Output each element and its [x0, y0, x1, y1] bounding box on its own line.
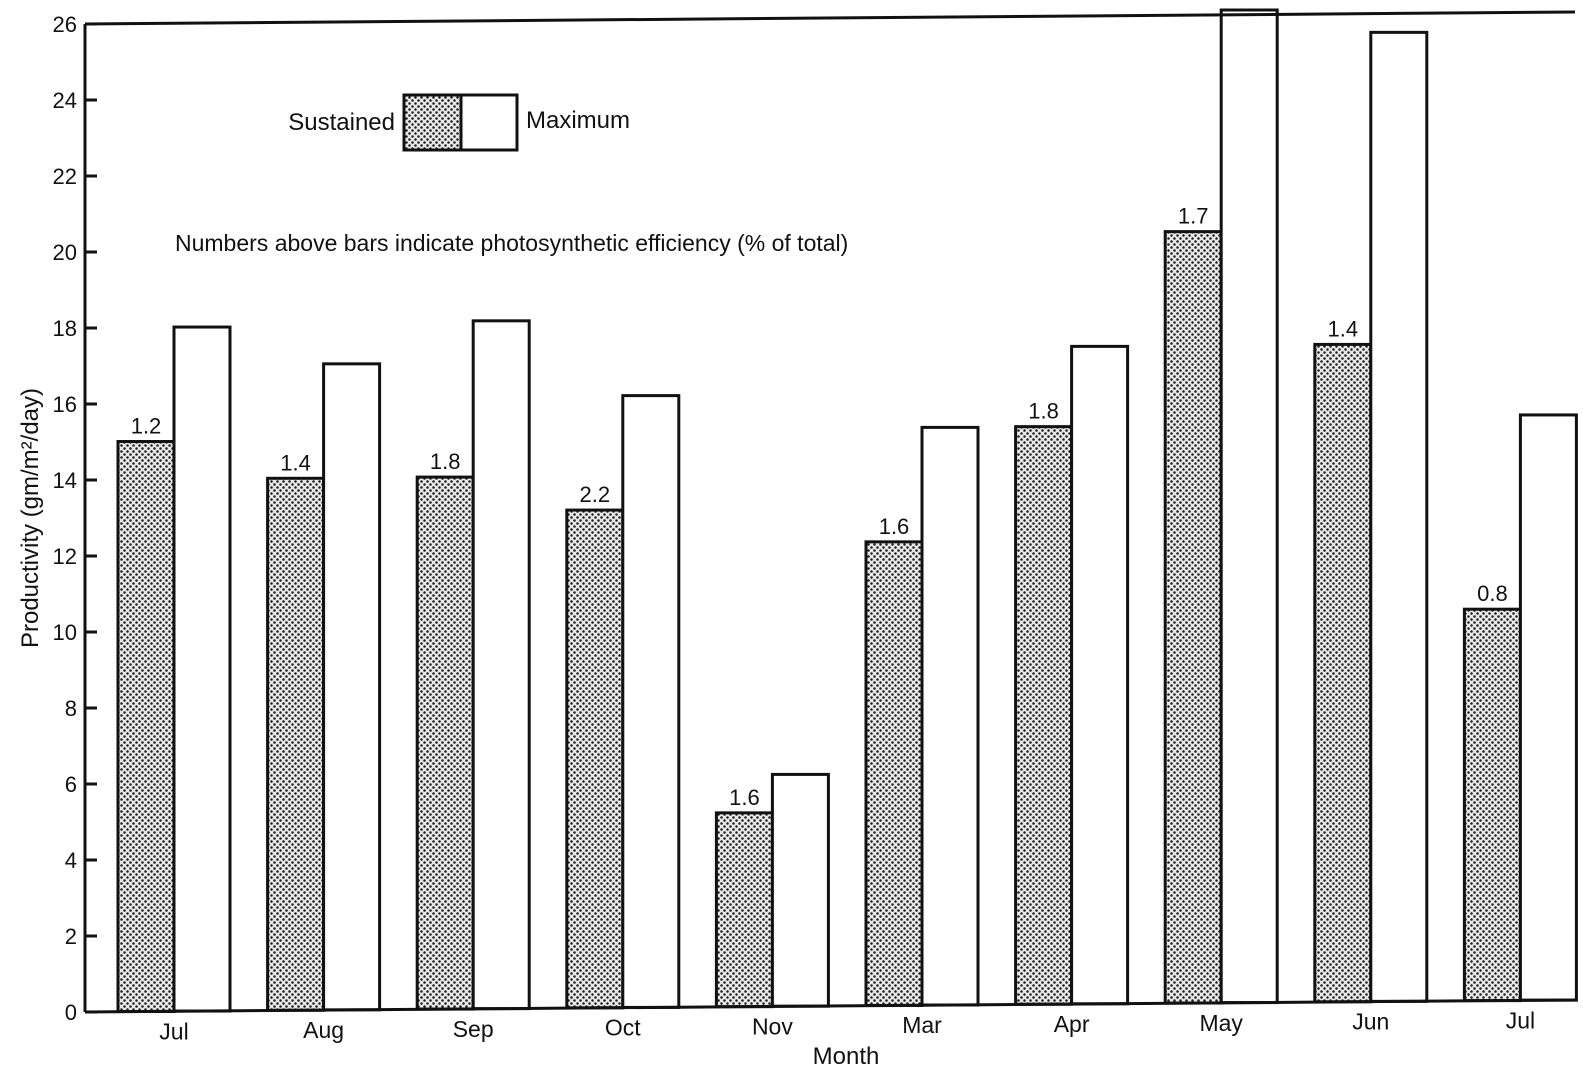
x-axis-title: Month: [813, 1043, 880, 1070]
data-label-sustained-7: 1.7: [1178, 204, 1209, 229]
chart-note: Numbers above bars indicate photosynthet…: [175, 230, 848, 256]
data-label-sustained-8: 1.4: [1328, 316, 1359, 341]
bar-sustained-3: [565, 508, 625, 1010]
x-tick-label-1: Aug: [303, 1017, 344, 1043]
y-tick-label-2: 4: [65, 848, 77, 873]
y-tick-label-6: 12: [53, 544, 77, 569]
bar-maximum-8: [1369, 30, 1429, 1003]
y-tick-label-4: 8: [65, 696, 77, 721]
y-tick-label-9: 18: [53, 316, 77, 341]
top-frame-line: [84, 10, 1576, 26]
bar-maximum-2: [471, 319, 531, 1011]
x-tick-label-4: Nov: [752, 1013, 793, 1039]
data-label-sustained-6: 1.8: [1028, 399, 1059, 424]
x-labels-group: Jul Aug Sep Oct Nov Mar Apr May Jun Jul: [159, 1007, 1535, 1044]
bar-maximum-7: [1219, 8, 1279, 1005]
x-tick-label-3: Oct: [605, 1015, 641, 1041]
bar-maximum-4: [770, 772, 830, 1008]
data-label-sustained-1: 1.4: [280, 450, 311, 475]
bar-sustained-0: [116, 440, 176, 1014]
y-tick-label-3: 6: [65, 772, 77, 797]
data-label-sustained-2: 1.8: [430, 449, 461, 474]
bar-maximum-3: [621, 394, 681, 1009]
bar-maximum-5: [920, 425, 980, 1007]
legend-label-sustained: Sustained: [288, 109, 395, 136]
x-tick-label-8: Jun: [1352, 1009, 1389, 1035]
bar-maximum-1: [322, 362, 382, 1012]
y-tick-label-7: 14: [53, 468, 77, 493]
y-tick-label-0: 0: [65, 1000, 77, 1025]
y-tick-label-11: 22: [53, 164, 77, 189]
bar-sustained-4: [714, 811, 774, 1009]
legend: Sustained Maximum: [288, 93, 630, 152]
y-tick-label-5: 10: [53, 620, 77, 645]
bar-sustained-5: [864, 540, 924, 1007]
y-tick-label-12: 24: [53, 88, 77, 113]
y-tick-label-13: 26: [53, 12, 77, 37]
x-tick-label-9: Jul: [1506, 1007, 1535, 1033]
bar-sustained-2: [415, 475, 475, 1011]
data-label-sustained-9: 0.8: [1477, 581, 1508, 606]
y-tick-label-1: 2: [65, 924, 77, 949]
bars-group: [116, 8, 1578, 1014]
data-labels-group: 1.2 1.4 1.8 2.2 1.6 1.6 1.8 1.7 1.4 0.8: [131, 204, 1508, 810]
bar-maximum-0: [172, 325, 232, 1013]
bar-sustained-1: [266, 476, 326, 1012]
bar-maximum-9: [1518, 413, 1578, 1002]
y-tick-label-8: 16: [53, 392, 77, 417]
bar-sustained-8: [1313, 342, 1373, 1004]
data-label-sustained-0: 1.2: [131, 414, 162, 439]
x-tick-label-5: Mar: [902, 1012, 942, 1038]
data-label-sustained-3: 2.2: [580, 482, 611, 507]
legend-label-maximum: Maximum: [526, 107, 630, 134]
bar-sustained-7: [1163, 230, 1223, 1005]
data-label-sustained-4: 1.6: [729, 785, 760, 810]
bar-sustained-9: [1462, 607, 1522, 1003]
legend-swatch-sustained: [402, 93, 463, 152]
data-label-sustained-5: 1.6: [879, 514, 910, 539]
x-tick-label-6: Apr: [1054, 1011, 1090, 1037]
legend-swatch-maximum: [459, 93, 519, 152]
bar-maximum-6: [1070, 344, 1130, 1006]
bar-sustained-6: [1014, 425, 1074, 1006]
x-tick-label-7: May: [1199, 1010, 1243, 1036]
y-axis-title: Productivity (gm/m²/day): [17, 388, 44, 648]
y-tick-label-10: 20: [53, 240, 77, 265]
x-axis-line: [84, 998, 1576, 1014]
x-tick-label-2: Sep: [453, 1016, 494, 1042]
x-tick-label-0: Jul: [159, 1018, 188, 1044]
